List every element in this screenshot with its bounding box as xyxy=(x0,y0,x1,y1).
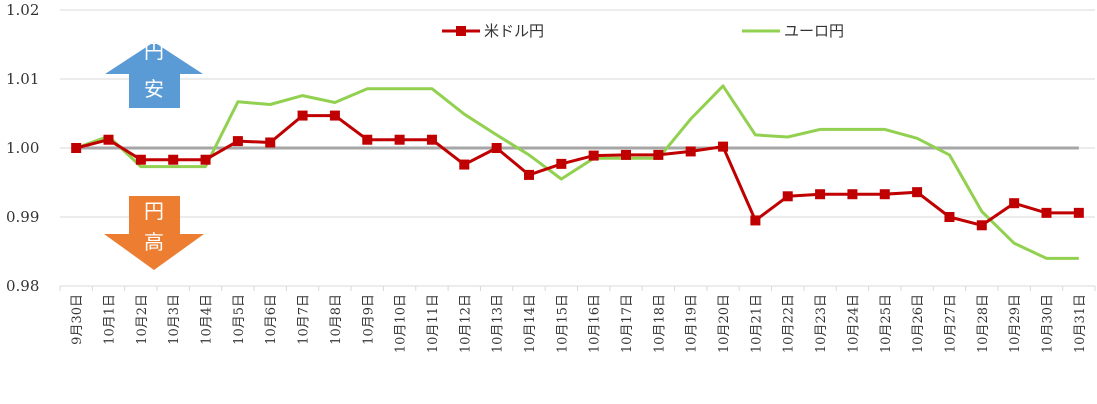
x-tick-label: 10月16日 xyxy=(588,294,603,353)
x-tick-label: 10月7日 xyxy=(297,294,312,345)
x-tick-label: 10月6日 xyxy=(264,294,279,345)
y-tick-label: 0.98 xyxy=(6,277,39,295)
data-point xyxy=(621,149,632,160)
legend-swatch-marker xyxy=(456,26,466,36)
data-point xyxy=(847,189,858,200)
x-tick-label: 10月17日 xyxy=(620,294,635,353)
yen-weak-arrow: 円 安 xyxy=(105,39,203,108)
yen-strong-arrow: 円 高 xyxy=(104,196,204,270)
x-tick-label: 10月24日 xyxy=(846,294,861,353)
up-arrow-shape xyxy=(105,42,203,108)
data-point xyxy=(362,134,373,145)
series-line-1 xyxy=(75,84,1079,260)
data-point xyxy=(1073,207,1084,218)
data-point xyxy=(103,134,114,145)
x-tick-label: 10月28日 xyxy=(976,294,991,353)
x-tick-label: 10月22日 xyxy=(782,294,797,353)
data-point xyxy=(685,146,696,157)
data-point xyxy=(912,187,923,198)
data-point xyxy=(815,189,826,200)
legend-label: 米ドル円 xyxy=(484,22,544,40)
up-arrow-char-2: 安 xyxy=(144,77,164,101)
x-tick-label: 10月18日 xyxy=(652,294,667,353)
data-point xyxy=(297,110,308,121)
data-point xyxy=(426,134,437,145)
data-point xyxy=(135,154,146,165)
x-tick-label: 10月4日 xyxy=(200,294,215,345)
y-tick-label: 0.99 xyxy=(6,208,39,226)
x-tick-label: 10月8日 xyxy=(329,294,344,345)
data-point xyxy=(394,134,405,145)
data-point xyxy=(879,189,890,200)
x-tick-label: 10月11日 xyxy=(426,294,441,353)
legend-label: ユーロ円 xyxy=(784,22,844,40)
down-arrow-char-2: 高 xyxy=(144,230,164,254)
x-tick-label: 10月1日 xyxy=(103,294,118,345)
data-point xyxy=(459,159,470,170)
data-point xyxy=(523,169,534,180)
x-tick-label: 10月20日 xyxy=(717,294,732,353)
data-point xyxy=(71,143,82,153)
x-axis-ticks: 9月30日 10月1日 10月2日 10月3日 10月4日 10月5日 10月6日 10月7日… xyxy=(59,286,1096,353)
x-tick-label: 10月13日 xyxy=(491,294,506,353)
data-point xyxy=(491,143,502,153)
legend: 米ドル円 ユーロ円 xyxy=(442,22,844,40)
down-arrow-shape xyxy=(104,196,204,270)
x-tick-label: 10月5日 xyxy=(232,294,247,345)
data-point xyxy=(750,215,761,226)
x-tick-label: 10月2日 xyxy=(135,294,150,345)
y-tick-label: 1.00 xyxy=(6,139,39,157)
series-line-0 xyxy=(75,114,1079,227)
x-tick-label: 10月10日 xyxy=(394,294,409,353)
x-tick-label: 10月31日 xyxy=(1073,294,1088,353)
x-tick-label: 10月29日 xyxy=(1008,294,1023,353)
data-point xyxy=(653,149,664,160)
x-tick-label: 10月27日 xyxy=(943,294,958,353)
x-tick-label: 10月26日 xyxy=(911,294,926,353)
x-tick-label: 9月30日 xyxy=(70,294,85,345)
data-point xyxy=(588,150,599,161)
x-tick-label: 10月23日 xyxy=(814,294,829,353)
x-tick-label: 10月14日 xyxy=(523,294,538,353)
x-tick-label: 10月9日 xyxy=(361,294,376,345)
data-point xyxy=(976,220,987,231)
x-tick-label: 10月15日 xyxy=(555,294,570,353)
data-point xyxy=(782,191,793,202)
data-point xyxy=(718,141,729,152)
data-point xyxy=(232,136,243,147)
data-point xyxy=(944,212,955,222)
x-tick-label: 10月30日 xyxy=(1040,294,1055,353)
x-tick-label: 10月21日 xyxy=(749,294,764,353)
series-group xyxy=(71,84,1084,260)
data-point xyxy=(1009,198,1020,209)
x-tick-label: 10月12日 xyxy=(458,294,473,353)
y-axis-ticks: 0.98 0.99 1.00 1.01 1.02 xyxy=(6,1,39,295)
down-arrow-char-1: 円 xyxy=(144,199,164,223)
data-point xyxy=(1041,207,1052,218)
y-tick-label: 1.02 xyxy=(6,1,39,19)
y-tick-label: 1.01 xyxy=(6,70,39,88)
data-point xyxy=(168,154,179,165)
x-tick-label: 10月25日 xyxy=(879,294,894,353)
data-point xyxy=(556,158,567,169)
data-point xyxy=(329,110,340,121)
data-point xyxy=(200,154,211,165)
data-point xyxy=(265,137,276,148)
x-tick-label: 10月3日 xyxy=(167,294,182,345)
up-arrow-char-1: 円 xyxy=(144,39,164,63)
x-tick-label: 10月19日 xyxy=(685,294,700,353)
